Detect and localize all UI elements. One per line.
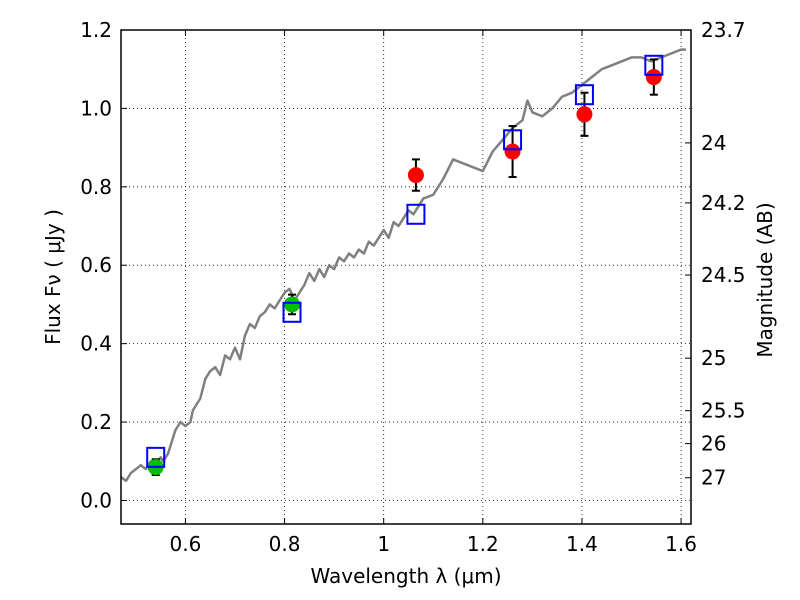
plot-frame <box>120 29 692 525</box>
y-tick-label: 1.0 <box>80 96 112 120</box>
y-tick-label: 0.0 <box>80 488 112 512</box>
x-tick-label: 1 <box>377 532 390 556</box>
y2-axis-title: Magnitude (AB) <box>753 202 777 357</box>
model-point-square <box>282 301 302 323</box>
x-tick-label: 1.4 <box>566 532 598 556</box>
model-point-square <box>644 54 664 76</box>
plot-area <box>121 48 686 483</box>
y2-tick-label: 24.2 <box>701 191 746 215</box>
data-point <box>407 167 424 184</box>
x-tick-label: 0.8 <box>269 532 301 556</box>
x-tick-label: 0.6 <box>170 532 202 556</box>
y-tick-label: 0.8 <box>80 175 112 199</box>
y2-tick-label: 25.5 <box>701 399 746 423</box>
y2-tick-label: 27 <box>701 466 726 490</box>
model-point-square <box>146 446 166 468</box>
data-point <box>504 143 521 160</box>
model-spectrum-line <box>121 48 686 483</box>
y-axis-title: Flux Fν ( μJy ) <box>41 209 65 345</box>
plot-series <box>121 48 686 483</box>
x-axis-title: Wavelength λ (μm) <box>310 564 501 588</box>
y2-tick-label: 23.7 <box>701 18 746 42</box>
y-tick-label: 0.2 <box>80 410 112 434</box>
x-tick-label: 1.6 <box>665 532 697 556</box>
y2-tick-label: 24 <box>701 131 726 155</box>
grid-lines <box>121 29 691 524</box>
model-point-square <box>503 129 523 151</box>
y-tick-label: 1.2 <box>80 18 112 42</box>
model-point-square <box>574 84 594 106</box>
data-point <box>284 296 300 313</box>
model-point-square <box>406 203 426 225</box>
data-point <box>576 106 593 123</box>
axes: 0.6 0.8 1 1.2 1.4 1.6 0.0 0.2 0.4 0.6 0.8 1.0 1.2 23.… <box>80 18 745 556</box>
y-tick-label: 0.6 <box>80 253 112 277</box>
data-point <box>645 69 662 86</box>
y-tick-label: 0.4 <box>80 332 112 356</box>
x-tick-label: 1.2 <box>467 532 499 556</box>
y2-tick-label: 26 <box>701 432 726 456</box>
y2-tick-label: 24.5 <box>701 263 746 287</box>
y2-tick-label: 25 <box>701 346 726 370</box>
